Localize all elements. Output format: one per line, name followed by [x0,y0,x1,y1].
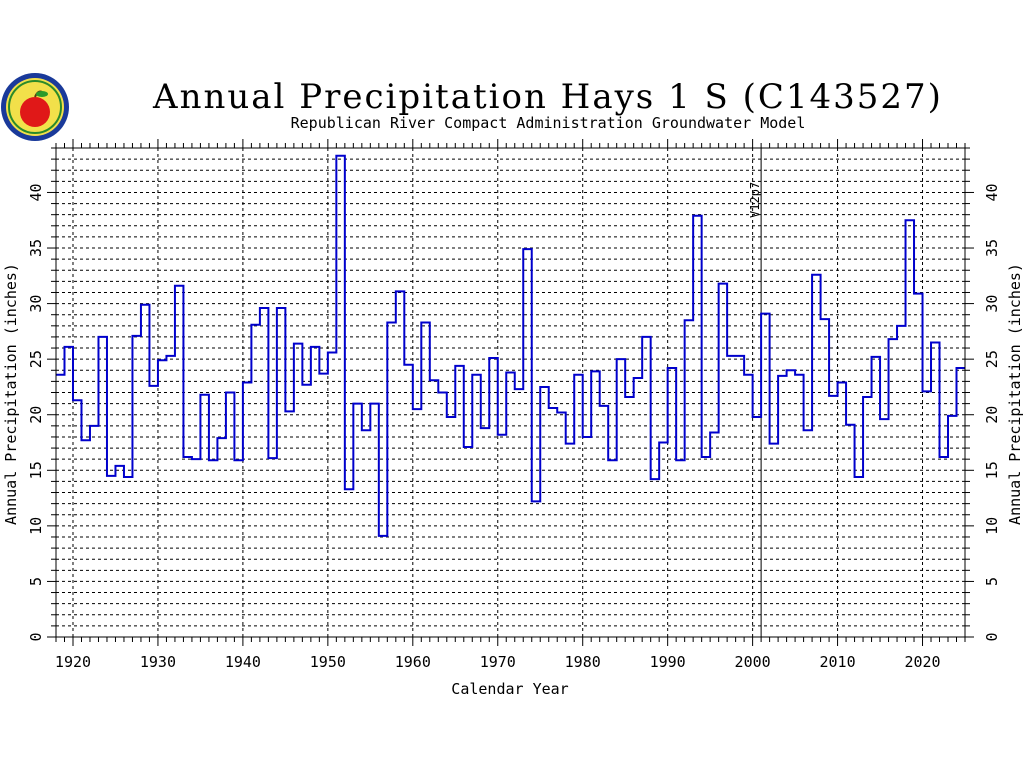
x-tick-labels: 1920 1930 1940 1950 1960 1970 1980 1990 2000 2010… [55,653,941,671]
y-tick-label-right: 40 [983,183,1001,201]
y-tick-label-left: 0 [27,632,45,641]
x-tick-label: 1970 [480,653,516,671]
x-tick-label: 1920 [55,653,91,671]
y-axis-label-right: Annual Precipitation (inches) [1006,263,1024,525]
y-tick-label-right: 25 [983,350,1001,368]
y-tick-label-left: 10 [27,517,45,535]
x-tick-label: 1950 [310,653,346,671]
precipitation-step-line [56,154,965,537]
y-tick-label-left: 25 [27,350,45,368]
y-tick-label-left: 35 [27,239,45,257]
annotation-label: V12p7 [748,182,762,218]
y-tick-label-right: 20 [983,406,1001,424]
y-tick-label-right: 0 [983,632,1001,641]
x-axis-label: Calendar Year [451,680,568,698]
x-tick-label: 1930 [140,653,176,671]
y-tick-label-left: 5 [27,577,45,586]
tick-marks [47,139,974,646]
y-tick-label-left: 40 [27,183,45,201]
y-tick-label-right: 15 [983,461,1001,479]
grid-lines [56,148,965,637]
y-axis-label-left: Annual Precipitation (inches) [2,263,20,525]
y-tick-label-right: 35 [983,239,1001,257]
data-series [56,154,965,537]
logo-apple-leaf [36,91,48,97]
logo-apple [20,97,50,127]
y-tick-label-right: 5 [983,577,1001,586]
x-tick-label: 2020 [904,653,940,671]
x-tick-label: 1940 [225,653,261,671]
x-tick-label: 1960 [395,653,431,671]
rrca-logo [1,73,69,141]
y-tick-label-left: 15 [27,461,45,479]
chart-subtitle: Republican River Compact Administration … [291,114,806,132]
y-tick-labels-left: 0 5 10 15 20 25 30 35 40 [27,183,45,641]
x-tick-label: 1990 [650,653,686,671]
y-tick-labels-right: 0 5 10 15 20 25 30 35 40 [983,183,1001,641]
x-tick-label: 2010 [820,653,856,671]
x-tick-label: 2000 [735,653,771,671]
y-tick-label-left: 20 [27,406,45,424]
chart-title: Annual Precipitation Hays 1 S (C143527) [152,77,943,117]
y-tick-label-right: 10 [983,517,1001,535]
y-tick-label-left: 30 [27,295,45,313]
y-tick-label-right: 30 [983,295,1001,313]
x-tick-label: 1980 [565,653,601,671]
logo-green-ring [8,80,62,134]
